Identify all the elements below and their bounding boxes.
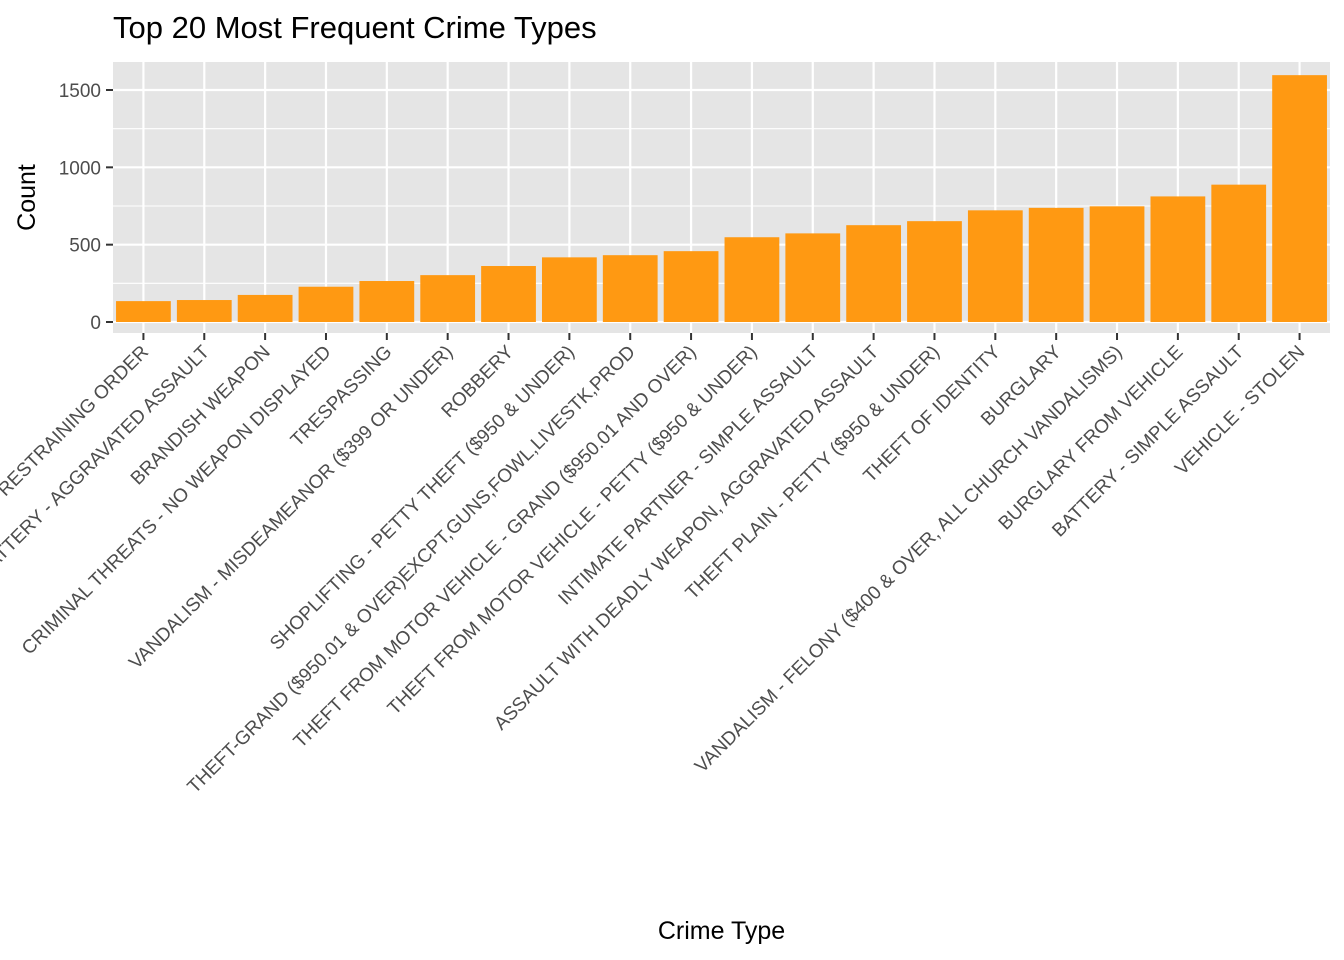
- y-tick-label: 1500: [59, 81, 101, 102]
- plot-panel: [113, 62, 1330, 333]
- bar: [1150, 196, 1206, 322]
- bars: [116, 75, 1327, 322]
- bar: [967, 210, 1023, 322]
- bar: [785, 233, 841, 322]
- bar: [907, 221, 962, 322]
- chart-title: Top 20 Most Frequent Crime Types: [113, 10, 597, 45]
- y-tick-label: 1000: [59, 158, 101, 179]
- y-axis: 0 500 1000 1500: [59, 81, 113, 334]
- y-axis-title: Count: [13, 164, 41, 231]
- bar: [724, 237, 780, 322]
- bar: [237, 294, 293, 322]
- bar: [1089, 206, 1145, 322]
- bar: [602, 255, 658, 322]
- bar: [1211, 184, 1267, 322]
- bar: [176, 300, 232, 322]
- bar: [298, 286, 354, 322]
- bar: [359, 281, 415, 322]
- bar: [541, 257, 597, 322]
- bar: [116, 301, 171, 322]
- y-tick-label: 0: [90, 313, 101, 334]
- y-tick-label: 500: [69, 236, 101, 257]
- bar: [1272, 75, 1327, 322]
- panel-background: [113, 62, 1330, 333]
- bar: [1028, 207, 1084, 322]
- bar: [481, 266, 536, 322]
- x-axis-title: Crime Type: [658, 917, 785, 945]
- bar: [663, 251, 719, 322]
- bar: [420, 275, 476, 322]
- bar: [846, 225, 902, 322]
- x-tick-label: THEFT FROM MOTOR VEHICLE - GRAND ($950.0…: [290, 342, 701, 753]
